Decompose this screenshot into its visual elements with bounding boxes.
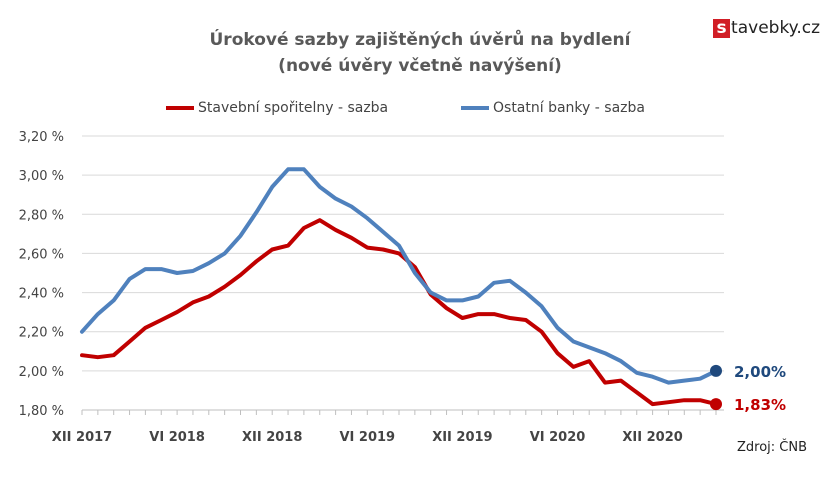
x-tick-label-4: XII 2019 [432, 430, 492, 445]
y-tick-label-0: 1,80 % [19, 404, 64, 419]
series-end-marker-0 [710, 398, 722, 411]
series-end-marker-1 [710, 364, 722, 377]
x-tick-label-5: VI 2020 [530, 430, 586, 445]
chart-title: Úrokové sazby zajištěných úvěrů na bydle… [209, 30, 631, 50]
series-end-label-1: 2,00% [734, 363, 786, 381]
y-tick-label-3: 2,40 % [19, 287, 64, 302]
brand-logo[interactable]: s tavebky.cz [713, 18, 820, 38]
legend-swatch-series-0 [166, 106, 194, 110]
logo-text: tavebky.cz [731, 18, 820, 38]
chart-subtitle: (nové úvěry včetně navýšení) [278, 56, 562, 76]
series-end-label-0: 1,83% [734, 396, 786, 414]
y-tick-label-6: 3,00 % [19, 169, 64, 184]
logo-letter: s [713, 18, 731, 38]
x-tick-label-0: XII 2017 [52, 430, 112, 445]
y-tick-label-4: 2,60 % [19, 247, 64, 262]
x-tick-label-2: XII 2018 [242, 430, 302, 445]
source-note: Zdroj: ČNB [736, 440, 807, 455]
series-line-1 [80, 167, 718, 385]
y-tick-label-1: 2,00 % [19, 365, 64, 380]
y-tick-label-7: 3,20 % [19, 130, 64, 145]
chart-legend: Stavební spořitelny - sazba Ostatní bank… [0, 100, 837, 122]
x-tick-label-3: VI 2019 [339, 430, 395, 445]
legend-item-series-1: Ostatní banky - sazba [461, 100, 645, 116]
y-tick-label-5: 2,80 % [19, 208, 64, 223]
series-line-0 [80, 218, 718, 407]
legend-item-series-0: Stavební spořitelny - sazba [166, 100, 388, 116]
y-tick-label-2: 2,20 % [19, 326, 64, 341]
legend-swatch-series-1 [461, 106, 489, 110]
x-tick-label-6: XII 2020 [622, 430, 682, 445]
x-tick-label-1: VI 2018 [149, 430, 205, 445]
legend-label-series-1: Ostatní banky - sazba [493, 100, 645, 116]
legend-label-series-0: Stavební spořitelny - sazba [198, 100, 389, 116]
